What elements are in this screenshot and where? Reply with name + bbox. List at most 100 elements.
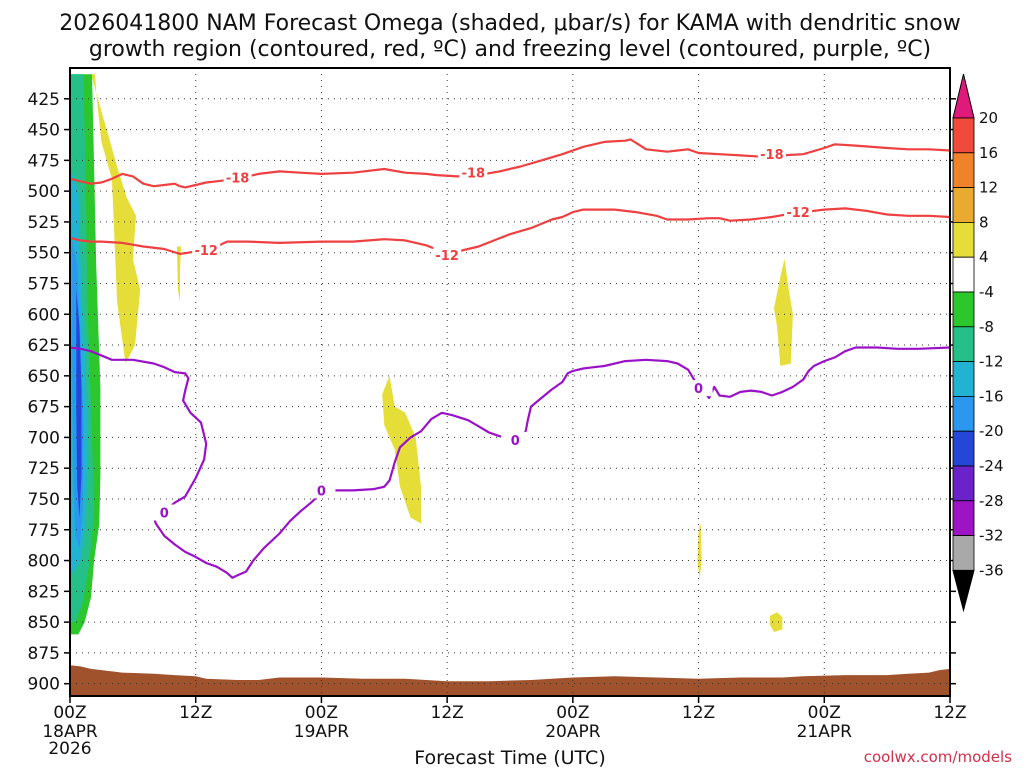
- x-tick-label-time: 12Z: [933, 703, 966, 723]
- x-tick-label-time: 00Z: [556, 703, 589, 723]
- omega-yellow-speck: [176, 246, 181, 302]
- dgz-top-minus18-label: -18: [462, 167, 486, 182]
- y-tick-label: 500: [28, 182, 60, 202]
- x-tick-label-time: 00Z: [305, 703, 338, 723]
- colorbar-label: -12: [979, 353, 1004, 371]
- dgz-top-minus18-label-bg: [223, 169, 252, 186]
- freezing-level-0-label: 0: [160, 507, 169, 522]
- colorbar-label: 8: [979, 213, 989, 231]
- colorbar-label: -4: [979, 283, 994, 301]
- y-tick-label: 700: [28, 428, 60, 448]
- dgz-top-minus18-label: -18: [226, 172, 250, 187]
- x-tick-label-time: 00Z: [53, 703, 86, 723]
- colorbar-label: -24: [979, 457, 1004, 475]
- y-tick-label: 575: [28, 274, 60, 294]
- colorbar-swatch: [952, 395, 975, 432]
- y-axis-ticks: 425 450 475 500 525 550 575 600 625 650 675 700 725 7…: [28, 90, 956, 695]
- x-tick-label-time: 00Z: [808, 703, 841, 723]
- x-tick-label-date: 20APR: [545, 722, 601, 742]
- freezing-level-0-label: 0: [694, 382, 703, 397]
- x-tick-label-time: 12Z: [431, 703, 464, 723]
- x-tick-label-date: 21APR: [797, 722, 853, 742]
- dgz-top-minus18-label-bg: [757, 146, 786, 163]
- contour-labels: -18 -18 -18 -12 -12 -12 0 0 0 0: [150, 146, 813, 522]
- y-tick-label: 825: [28, 582, 60, 602]
- y-tick-label: 850: [28, 613, 60, 633]
- omega-yellow-plume-left: [91, 74, 141, 364]
- y-tick-label: 550: [28, 244, 60, 264]
- y-tick-label: 525: [28, 213, 60, 233]
- omega-yellow-east: [774, 258, 793, 366]
- terrain: [70, 665, 950, 696]
- y-tick-label: 875: [28, 644, 60, 664]
- y-tick-label: 675: [28, 398, 60, 418]
- colorbar-label: -36: [979, 561, 1004, 579]
- y-tick-label: 475: [28, 151, 60, 171]
- x-tick-label-date: 18APR: [42, 722, 98, 742]
- y-tick-label: 725: [28, 459, 60, 479]
- colorbar-swatch: [952, 291, 975, 328]
- colorbar-label: -28: [979, 492, 1004, 510]
- omega-blue-core: [76, 289, 82, 518]
- colorbar-swatch: [952, 430, 975, 467]
- x-tick-label-year: 2026: [48, 739, 91, 759]
- credit-text: coolwx.com/models: [864, 748, 1012, 766]
- y-tick-label: 425: [28, 90, 60, 110]
- colorbar-top-arrow: [952, 73, 975, 119]
- colorbar-swatch: [952, 361, 975, 397]
- terrain-layer: [70, 665, 950, 696]
- colorbar-swatch: [952, 221, 975, 258]
- freezing-level-0-label: 0: [317, 484, 326, 499]
- colorbar-swatch: [952, 535, 975, 571]
- y-tick-label: 750: [28, 490, 60, 510]
- omega-yellow-sliver: [697, 523, 702, 579]
- colorbar-swatch: [952, 117, 975, 154]
- freezing-level-0-label-bg: [501, 431, 530, 448]
- chart-title-line2: growth region (contoured, red, ºC) and f…: [89, 37, 931, 62]
- plot-background: [70, 68, 950, 696]
- freezing-level-0-label: 0: [511, 434, 520, 449]
- colorbar-label: 20: [979, 109, 998, 127]
- colorbar-label: 4: [979, 248, 989, 266]
- dgz-bottom-minus12-label: -12: [786, 206, 810, 221]
- colorbar-swatch: [952, 500, 975, 536]
- dgz-bottom-minus12-label-bg: [192, 242, 221, 259]
- x-tick-label-date: 19APR: [294, 722, 350, 742]
- colorbar-swatch: [952, 326, 975, 362]
- dgz-top-minus18-label-bg: [459, 164, 488, 181]
- freezing-level-0-label-bg: [150, 504, 179, 521]
- colorbar-label: 16: [979, 144, 998, 162]
- colorbar-label: 12: [979, 179, 998, 197]
- x-axis-label: Forecast Time (UTC): [414, 747, 605, 768]
- colorbar-label: -32: [979, 527, 1004, 545]
- dgz-top-minus18-label: -18: [760, 148, 784, 163]
- dgz-bottom-minus12-label: -12: [435, 249, 459, 264]
- dgz-bottom-minus12-label: -12: [194, 244, 218, 259]
- plot-frame: [69, 67, 951, 697]
- y-tick-label: 800: [28, 552, 60, 572]
- chart-title-line1: 2026041800 NAM Forecast Omega (shaded, μ…: [59, 11, 960, 36]
- omega-yellow-mid: [382, 375, 421, 524]
- colorbar-swatch: [952, 465, 975, 502]
- y-tick-label: 650: [28, 367, 60, 387]
- colorbar-swatch: [952, 256, 975, 293]
- colorbar-bottom-arrow: [952, 569, 975, 613]
- colorbar-label: -20: [979, 422, 1004, 440]
- y-tick-label: 600: [28, 305, 60, 325]
- colorbar-label: -16: [979, 387, 1004, 405]
- x-tick-label-time: 12Z: [179, 703, 212, 723]
- dgz-bottom-minus12-label-bg: [433, 247, 462, 264]
- y-tick-label: 775: [28, 521, 60, 541]
- colorbar-swatch: [952, 187, 975, 223]
- y-tick-label: 900: [28, 675, 60, 695]
- omega-yellow-blob: [769, 612, 783, 632]
- x-tick-label-time: 12Z: [682, 703, 715, 723]
- y-tick-label: 450: [28, 121, 60, 141]
- freezing-level-0-label-bg: [684, 380, 713, 397]
- dgz-bottom-minus12-label-bg: [784, 204, 813, 221]
- freezing-level-0-label-bg: [307, 482, 336, 499]
- colorbar-swatch: [952, 152, 975, 189]
- y-tick-label: 625: [28, 336, 60, 356]
